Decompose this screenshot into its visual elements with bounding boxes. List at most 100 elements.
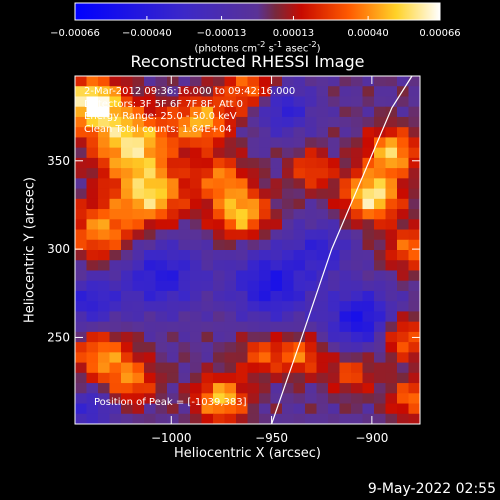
heatmap-cell xyxy=(236,290,248,302)
heatmap-cell xyxy=(155,383,168,394)
heatmap-cell xyxy=(75,372,87,384)
heatmap-cell xyxy=(270,147,283,159)
heatmap-cell xyxy=(247,157,260,169)
heatmap-cell xyxy=(75,168,87,179)
heatmap-cell xyxy=(144,147,156,159)
heatmap-cell xyxy=(155,127,168,138)
heatmap-cell xyxy=(362,403,375,415)
heatmap-cell xyxy=(397,157,409,169)
heatmap-cell xyxy=(259,393,271,405)
heatmap-cell xyxy=(201,321,214,333)
heatmap-cell xyxy=(408,188,421,200)
heatmap-cell xyxy=(201,209,214,220)
heatmap-cell xyxy=(190,198,202,210)
heatmap-cell xyxy=(328,188,340,200)
heatmap-cell xyxy=(75,127,87,138)
heatmap-cell xyxy=(351,393,363,405)
heatmap-cell xyxy=(385,86,398,97)
heatmap-cell xyxy=(408,178,421,190)
heatmap-cell xyxy=(339,127,352,138)
heatmap-cell xyxy=(282,311,294,323)
footer-timestamp: 9-May-2022 02:55 xyxy=(367,481,496,497)
heatmap-cell xyxy=(109,116,122,128)
heatmap-cell xyxy=(236,106,248,118)
heatmap-cell xyxy=(339,239,352,251)
heatmap-cell xyxy=(351,301,363,312)
heatmap-cell xyxy=(201,116,214,128)
heatmap-cell xyxy=(86,229,99,241)
heatmap-cell xyxy=(155,250,168,261)
heatmap-cell xyxy=(213,352,225,364)
heatmap-cell xyxy=(282,147,294,159)
heatmap-cell xyxy=(190,383,202,394)
heatmap-cell xyxy=(167,157,179,169)
heatmap-cell xyxy=(293,393,306,405)
heatmap-cell xyxy=(178,157,191,169)
heatmap-cell xyxy=(236,372,248,384)
heatmap-cell xyxy=(374,393,386,405)
heatmap-cell xyxy=(316,127,329,138)
heatmap-cell xyxy=(316,321,329,333)
heatmap-cell xyxy=(259,178,271,190)
heatmap-cell xyxy=(362,290,375,302)
heatmap-cell xyxy=(374,321,386,333)
heatmap-cell xyxy=(293,352,306,364)
heatmap-cell xyxy=(132,372,145,384)
x-tick-label: −950 xyxy=(255,431,288,445)
heatmap-cell xyxy=(397,362,409,374)
heatmap-cell xyxy=(155,229,168,241)
heatmap-cell xyxy=(121,137,133,149)
heatmap-cell xyxy=(339,321,352,333)
heatmap-cell xyxy=(201,342,214,353)
heatmap-cell xyxy=(339,178,352,190)
heatmap-cell xyxy=(339,106,352,118)
heatmap-cell xyxy=(121,331,133,343)
heatmap-cell xyxy=(374,239,386,251)
heatmap-cell xyxy=(385,178,398,190)
heatmap-cell xyxy=(362,311,375,323)
heatmap-cell xyxy=(236,76,248,87)
heatmap-cell xyxy=(190,239,202,251)
heatmap-cell xyxy=(351,147,363,159)
heatmap-cell xyxy=(351,372,363,384)
heatmap-cell xyxy=(75,342,87,353)
heatmap-cell xyxy=(236,362,248,374)
colorbar-tick-label: 0.00040 xyxy=(347,28,388,39)
heatmap-cell xyxy=(155,301,168,312)
heatmap-cell xyxy=(132,383,145,394)
heatmap-cell xyxy=(282,301,294,312)
heatmap-cell xyxy=(155,280,168,292)
heatmap-cell xyxy=(121,127,133,138)
heatmap-cell xyxy=(270,321,283,333)
heatmap-cell xyxy=(397,403,409,415)
heatmap-cell xyxy=(213,96,225,108)
heatmap-cell xyxy=(144,188,156,200)
info-energy-range: Energy Range: 25.0 - 50.0 keV xyxy=(84,111,237,122)
heatmap-cell xyxy=(132,403,145,415)
heatmap-cell xyxy=(98,352,110,364)
heatmap-cell xyxy=(293,229,306,241)
heatmap-cell xyxy=(259,198,271,210)
heatmap-cell xyxy=(121,301,133,312)
heatmap-cell xyxy=(362,301,375,312)
heatmap-cell xyxy=(408,147,421,159)
heatmap-cell xyxy=(109,331,122,343)
heatmap-cell xyxy=(98,311,110,323)
heatmap-cell xyxy=(213,413,225,425)
heatmap-cell xyxy=(190,413,202,425)
heatmap-cell xyxy=(98,147,110,159)
heatmap-cell xyxy=(397,106,409,118)
heatmap-cell xyxy=(247,250,260,261)
heatmap-cell xyxy=(109,96,122,108)
heatmap-cell xyxy=(224,209,237,220)
heatmap-cell xyxy=(236,250,248,261)
heatmap-cell xyxy=(259,137,271,149)
heatmap-cell xyxy=(201,86,214,97)
heatmap-cell xyxy=(213,290,225,302)
heatmap-cell xyxy=(293,290,306,302)
heatmap-cell xyxy=(121,178,133,190)
heatmap-cell xyxy=(362,352,375,364)
heatmap-cell xyxy=(270,250,283,261)
heatmap-cell xyxy=(86,137,99,149)
heatmap-cell xyxy=(385,321,398,333)
